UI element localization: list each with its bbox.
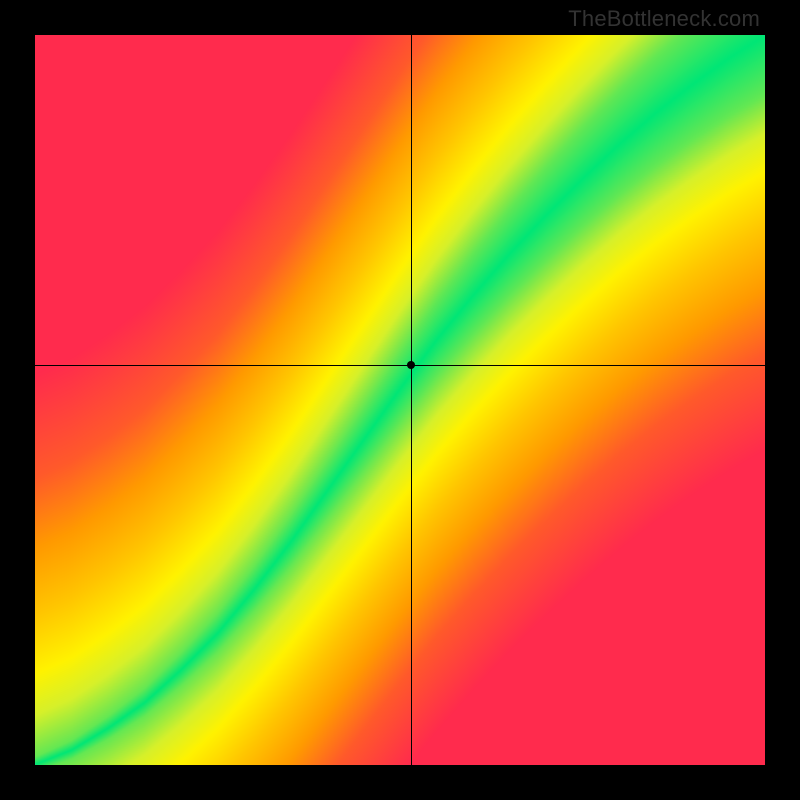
watermark-text: TheBottleneck.com: [568, 6, 760, 32]
heatmap-canvas: [35, 35, 765, 765]
chart-container: TheBottleneck.com: [0, 0, 800, 800]
plot-area: [35, 35, 765, 765]
crosshair-vertical: [411, 35, 412, 765]
crosshair-dot: [407, 361, 415, 369]
crosshair-horizontal: [35, 365, 765, 366]
